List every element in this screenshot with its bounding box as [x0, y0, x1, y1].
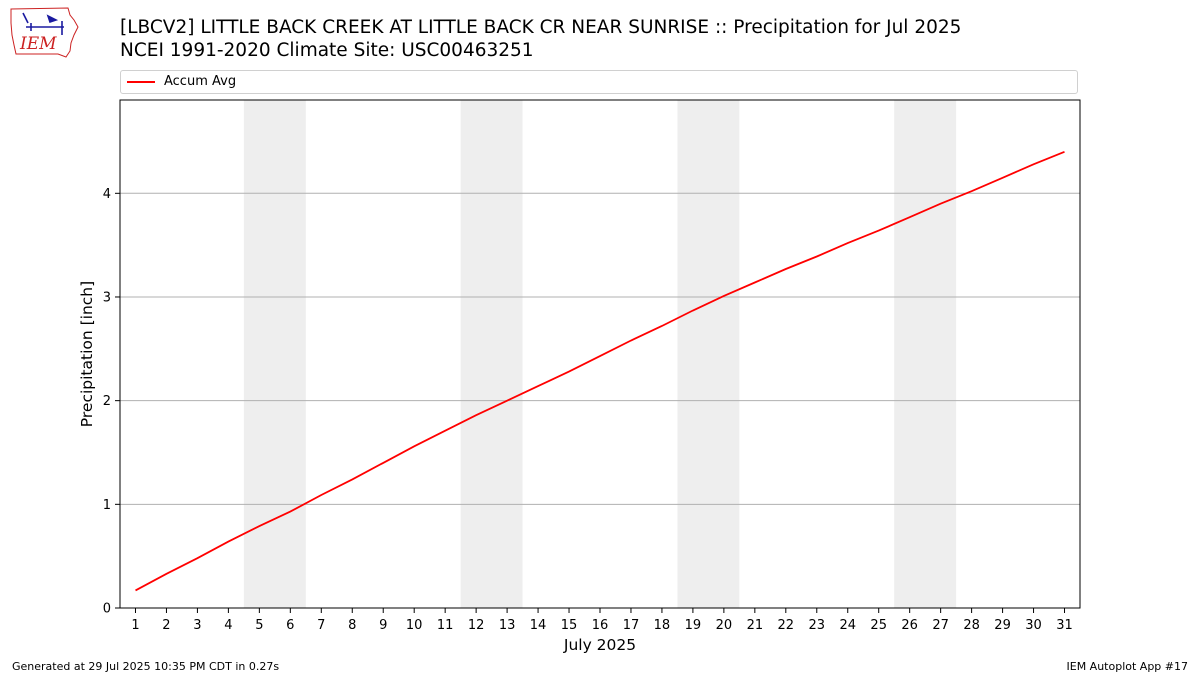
y-tick-label-3: 3	[103, 290, 111, 305]
legend-label: Accum Avg	[164, 74, 237, 89]
weekend-band-1	[243, 100, 306, 608]
app-label: IEM Autoplot App #17	[1066, 660, 1189, 673]
x-tick-label-26: 26	[901, 618, 918, 633]
x-tick-label-1: 1	[131, 618, 139, 633]
y-tick-label-4: 4	[103, 187, 111, 202]
x-tick-label-19: 19	[685, 618, 702, 633]
x-tick-label-23: 23	[809, 618, 826, 633]
y-tick-label-0: 0	[103, 602, 111, 617]
x-tick-label-9: 9	[379, 618, 387, 633]
x-tick-label-13: 13	[499, 618, 516, 633]
generated-timestamp: Generated at 29 Jul 2025 10:35 PM CDT in…	[12, 660, 280, 673]
x-tick-label-27: 27	[932, 618, 949, 633]
chart-title: [LBCV2] LITTLE BACK CREEK AT LITTLE BACK…	[120, 17, 962, 38]
y-tick-label-2: 2	[103, 394, 111, 409]
logo-text: IEM	[19, 34, 57, 54]
x-tick-label-8: 8	[348, 618, 356, 633]
iowa-outline-icon	[10, 7, 79, 58]
x-tick-label-21: 21	[747, 618, 764, 633]
x-tick-label-7: 7	[317, 618, 325, 633]
weekend-band-4	[894, 100, 957, 608]
x-tick-label-17: 17	[623, 618, 640, 633]
x-tick-label-2: 2	[162, 618, 170, 633]
x-tick-label-15: 15	[561, 618, 578, 633]
x-tick-label-31: 31	[1056, 618, 1073, 633]
x-tick-label-11: 11	[437, 618, 454, 633]
x-tick-label-5: 5	[255, 618, 263, 633]
x-tick-label-28: 28	[963, 618, 980, 633]
x-tick-label-29: 29	[994, 618, 1011, 633]
x-tick-label-18: 18	[654, 618, 671, 633]
x-tick-label-25: 25	[870, 618, 887, 633]
x-tick-label-16: 16	[592, 618, 609, 633]
x-tick-label-24: 24	[839, 618, 856, 633]
weekend-band-2	[460, 100, 523, 608]
x-tick-label-3: 3	[193, 618, 201, 633]
chart-subtitle: NCEI 1991-2020 Climate Site: USC00463251	[120, 40, 534, 61]
x-tick-label-22: 22	[778, 618, 795, 633]
legend: Accum Avg	[120, 70, 1078, 94]
x-tick-label-14: 14	[530, 618, 547, 633]
x-tick-label-12: 12	[468, 618, 485, 633]
weekend-bands	[243, 100, 957, 608]
weather-station-icon	[22, 12, 64, 35]
x-tick-label-10: 10	[406, 618, 423, 633]
x-axis-ticks: 1 2 3 4 5 6 7 8 9 10 11 12 13 14 15 16 17 18 19 20 21 22 23 24 2…	[131, 608, 1073, 633]
x-tick-label-20: 20	[716, 618, 733, 633]
x-tick-label-4: 4	[224, 618, 232, 633]
weekend-band-3	[677, 100, 740, 608]
legend-swatch	[127, 81, 155, 83]
x-axis-label: July 2025	[563, 636, 636, 654]
x-tick-label-30: 30	[1025, 618, 1042, 633]
y-axis-label: Precipitation [inch]	[78, 281, 96, 427]
x-tick-label-6: 6	[286, 618, 294, 633]
y-axis-ticks: 0 1 2 3 4	[103, 187, 120, 617]
y-tick-label-1: 1	[103, 498, 111, 513]
y-gridlines	[120, 192, 1080, 505]
series-line-accum-avg	[135, 150, 1065, 592]
iem-logo: IEM	[10, 7, 79, 58]
